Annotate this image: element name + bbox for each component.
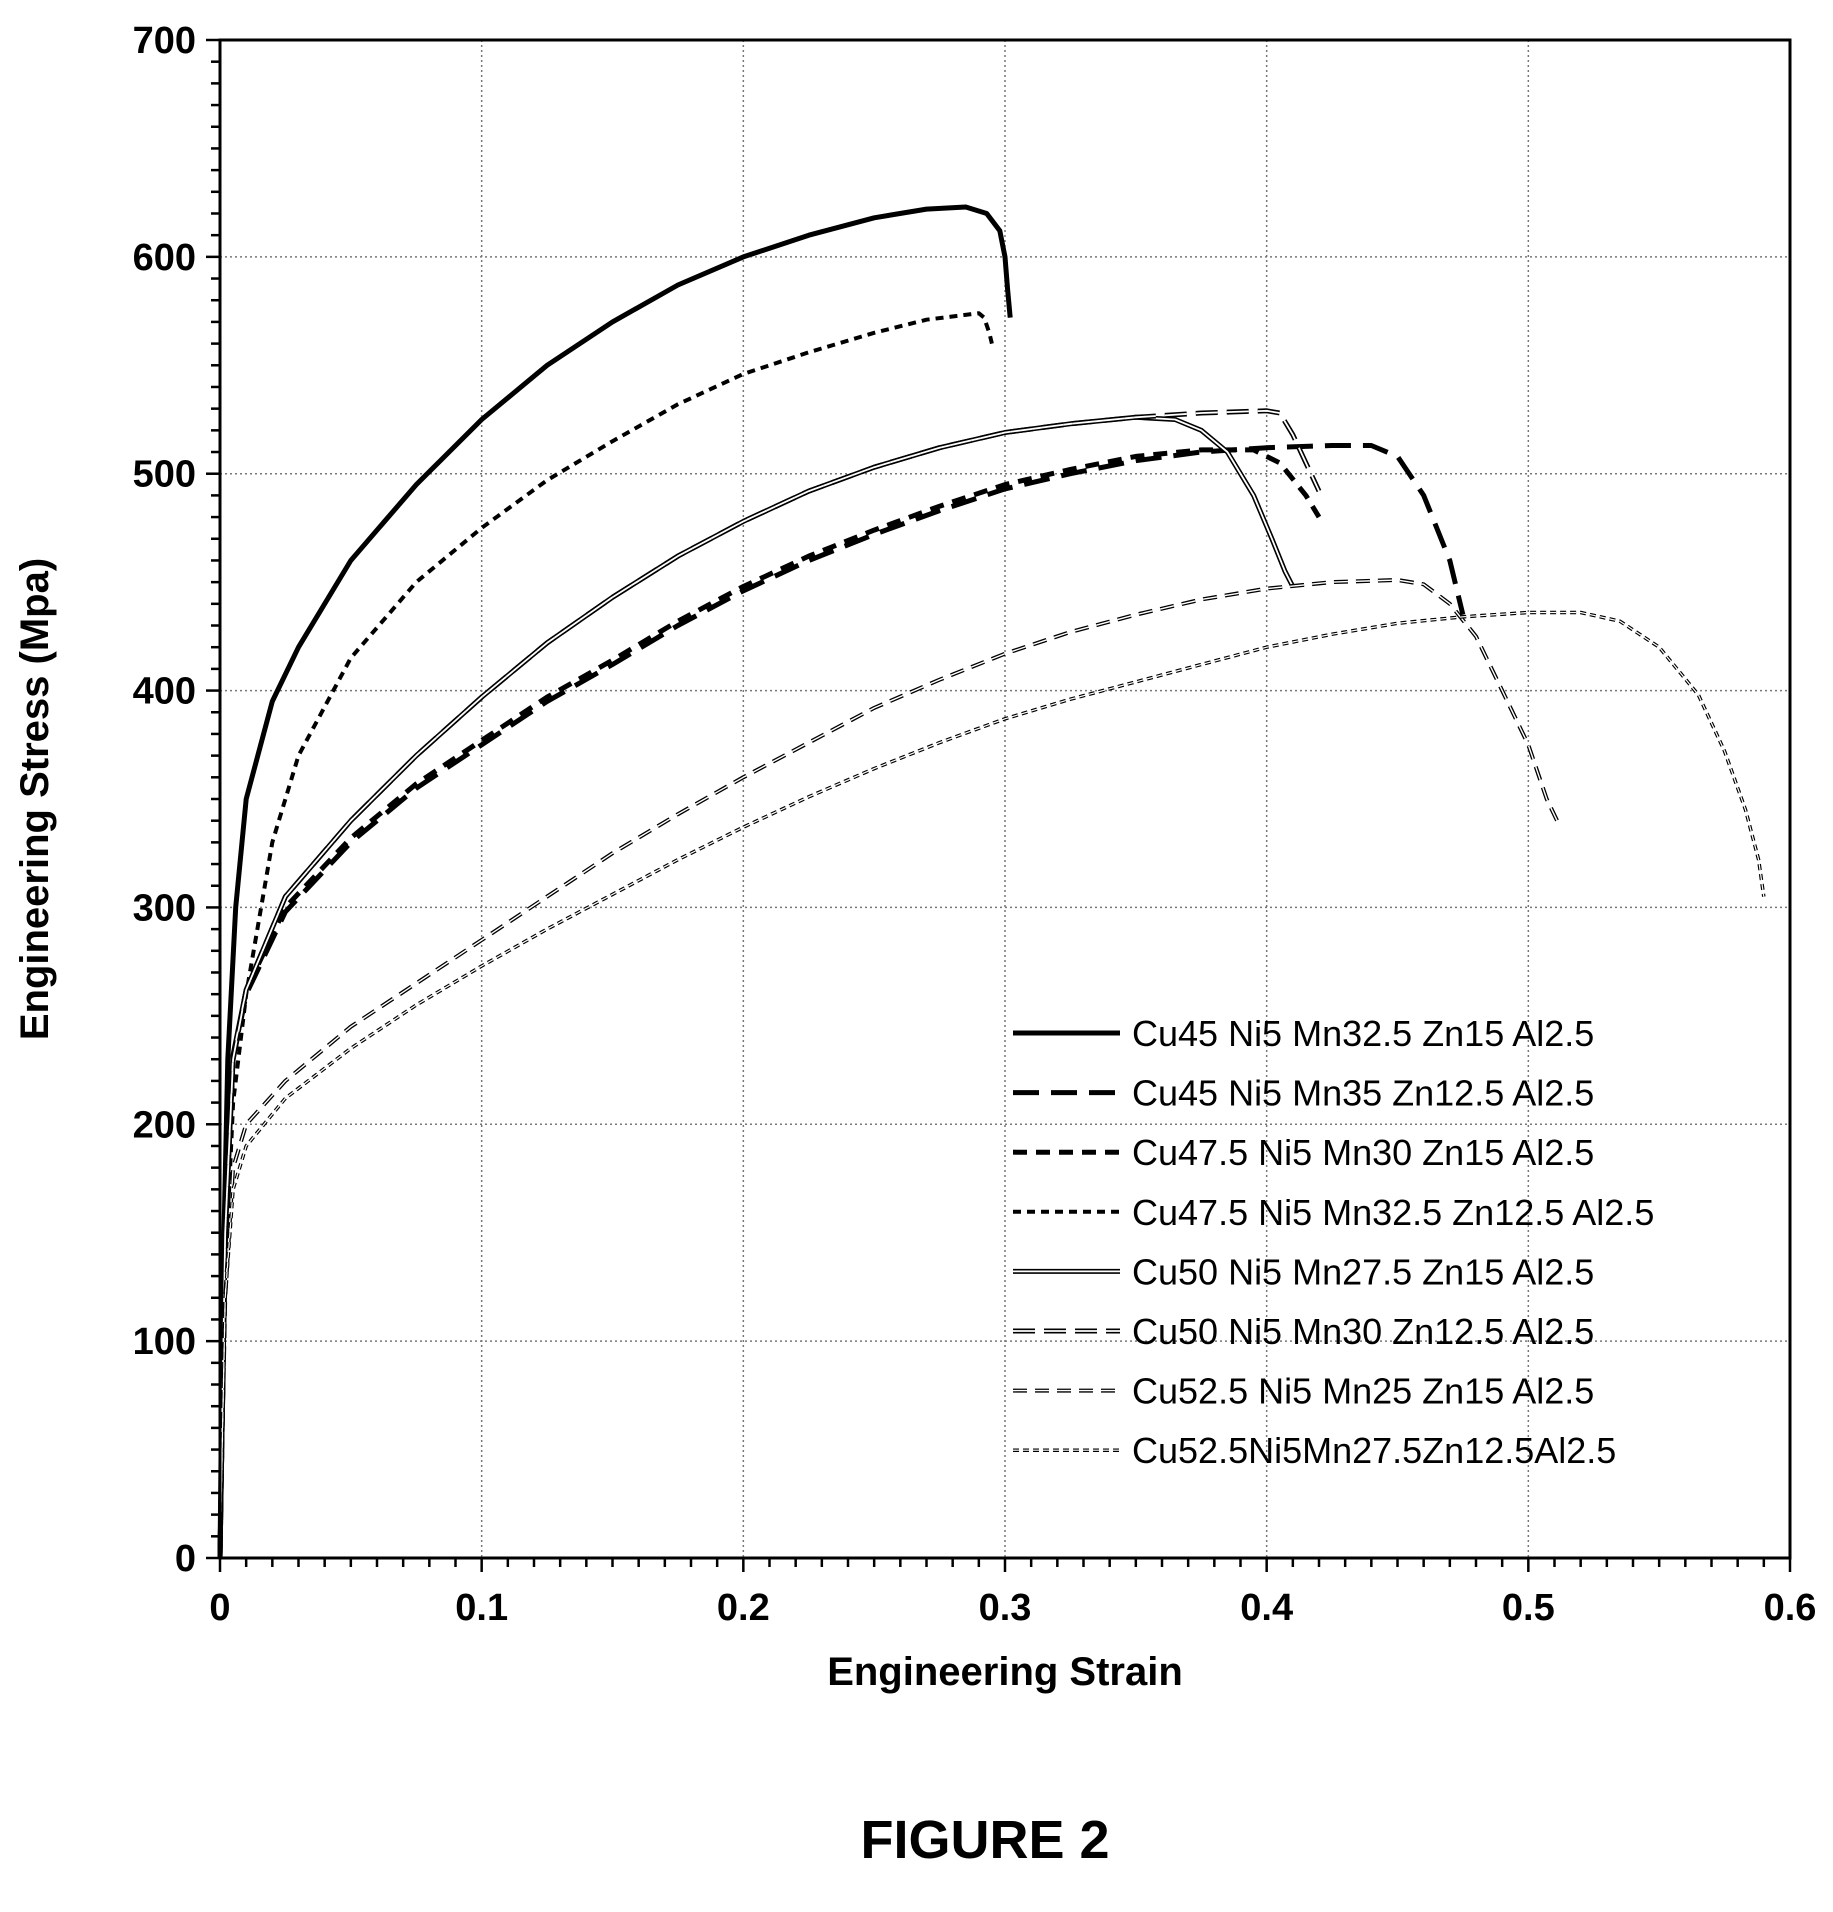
series-path xyxy=(218,311,994,1559)
y-axis-title: Engineering Stress (Mpa) xyxy=(13,558,57,1040)
legend-label: Cu52.5Ni5Mn27.5Zn12.5Al2.5 xyxy=(1132,1430,1616,1471)
legend-label: Cu52.5 Ni5 Mn25 Zn15 Al2.5 xyxy=(1132,1371,1594,1412)
legend-entry: Cu47.5 Ni5 Mn30 Zn15 Al2.5 xyxy=(1013,1132,1594,1173)
legend: Cu45 Ni5 Mn32.5 Zn15 Al2.5 Cu45 Ni5 Mn35 … xyxy=(1013,1013,1654,1471)
legend-label: Cu45 Ni5 Mn35 Zn12.5 Al2.5 xyxy=(1132,1073,1594,1114)
series-line-6 xyxy=(217,408,1322,1559)
series-layer xyxy=(217,204,1766,1559)
x-tick-label: 0.5 xyxy=(1502,1587,1555,1629)
x-tick-label: 0.4 xyxy=(1240,1587,1293,1629)
legend-entry: Cu52.5 Ni5 Mn25 Zn15 Al2.5 xyxy=(1013,1371,1594,1412)
y-tick-label: 300 xyxy=(133,887,196,929)
series-path xyxy=(219,579,1558,1559)
legend-label: Cu45 Ni5 Mn32.5 Zn15 Al2.5 xyxy=(1132,1013,1594,1054)
series-line-2 xyxy=(217,443,1466,1559)
ticks: 0 0.1 0.2 0.3 0.4 0.5 0.6 0 100 200 300 400 500 600 70… xyxy=(133,20,1817,1629)
legend-label: Cu47.5 Ni5 Mn32.5 Zn12.5 Al2.5 xyxy=(1132,1192,1654,1233)
legend-entry: Cu50 Ni5 Mn30 Zn12.5 Al2.5 xyxy=(1013,1311,1594,1352)
x-tick-label: 0.2 xyxy=(717,1587,770,1629)
series-path xyxy=(217,204,1013,1559)
series-path xyxy=(217,447,1322,1559)
series-line-4 xyxy=(218,311,994,1559)
x-axis-title: Engineering Strain xyxy=(827,1650,1183,1694)
legend-label: Cu50 Ni5 Mn30 Zn12.5 Al2.5 xyxy=(1132,1311,1594,1352)
y-tick-label: 400 xyxy=(133,671,196,713)
y-tick-label: 100 xyxy=(133,1321,196,1363)
series-line-8 xyxy=(218,610,1766,1559)
legend-entry: Cu50 Ni5 Mn27.5 Zn15 Al2.5 xyxy=(1013,1251,1594,1292)
series-path xyxy=(217,443,1466,1559)
series-path xyxy=(219,409,1320,1559)
series-path xyxy=(219,611,1765,1559)
legend-entry: Cu52.5Ni5Mn27.5Zn12.5Al2.5 xyxy=(1013,1430,1616,1471)
y-tick-label: 200 xyxy=(133,1104,196,1146)
legend-label: Cu47.5 Ni5 Mn30 Zn15 Al2.5 xyxy=(1132,1132,1594,1173)
x-tick-label: 0 xyxy=(209,1587,230,1629)
series-line-3 xyxy=(217,447,1322,1559)
x-tick-label: 0.6 xyxy=(1764,1587,1817,1629)
x-tick-label: 0.1 xyxy=(455,1587,508,1629)
legend-entry: Cu45 Ni5 Mn35 Zn12.5 Al2.5 xyxy=(1013,1073,1594,1114)
series-line-7 xyxy=(218,578,1559,1559)
y-tick-label: 600 xyxy=(133,237,196,279)
series-line-1 xyxy=(217,204,1013,1559)
x-tick-label: 0.3 xyxy=(979,1587,1032,1629)
legend-entry: Cu45 Ni5 Mn32.5 Zn15 Al2.5 xyxy=(1013,1013,1594,1054)
legend-label: Cu50 Ni5 Mn27.5 Zn15 Al2.5 xyxy=(1132,1251,1594,1292)
y-tick-label: 700 xyxy=(133,20,196,62)
figure-caption: FIGURE 2 xyxy=(860,1810,1109,1870)
y-tick-label: 500 xyxy=(133,454,196,496)
legend-entry: Cu47.5 Ni5 Mn32.5 Zn12.5 Al2.5 xyxy=(1013,1192,1654,1233)
y-tick-label: 0 xyxy=(175,1538,196,1580)
